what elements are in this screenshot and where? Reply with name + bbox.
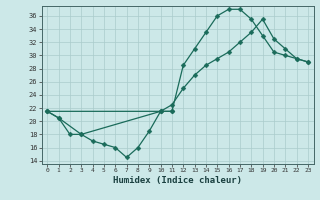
X-axis label: Humidex (Indice chaleur): Humidex (Indice chaleur) [113,176,242,185]
